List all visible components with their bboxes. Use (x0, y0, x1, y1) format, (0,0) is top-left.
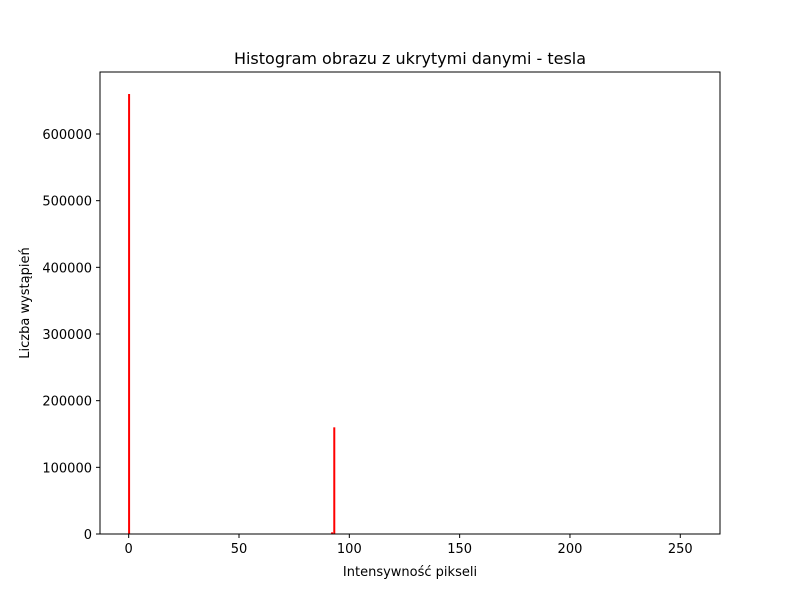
x-tick-label: 250 (668, 542, 693, 557)
x-tick-label: 200 (558, 542, 583, 557)
x-tick-label: 150 (447, 542, 472, 557)
histogram-bar (333, 427, 336, 534)
y-tick-label: 0 (84, 528, 92, 543)
x-tick-label: 0 (125, 542, 133, 557)
chart-title: Histogram obrazu z ukrytymi danymi - tes… (234, 49, 586, 68)
y-tick-label: 100000 (42, 461, 92, 476)
y-tick-label: 200000 (42, 395, 92, 410)
y-axis-label: Liczba wystąpień (18, 247, 33, 358)
x-tick-label: 50 (231, 542, 248, 557)
x-tick-label: 100 (337, 542, 362, 557)
y-tick-label: 600000 (42, 128, 92, 143)
y-tick-label: 500000 (42, 195, 92, 210)
plot-frame (99, 71, 721, 535)
y-axis: 0 100000 200000 300000 400000 500000 600000 (42, 128, 100, 543)
y-tick-label: 400000 (42, 261, 92, 276)
histogram-bar (128, 94, 131, 534)
x-axis: 0 50 100 150 200 250 (125, 534, 693, 557)
bars-group (128, 94, 336, 534)
x-axis-label: Intensywność pikseli (343, 565, 477, 580)
y-tick-label: 300000 (42, 328, 92, 343)
histogram-bar (331, 532, 334, 534)
